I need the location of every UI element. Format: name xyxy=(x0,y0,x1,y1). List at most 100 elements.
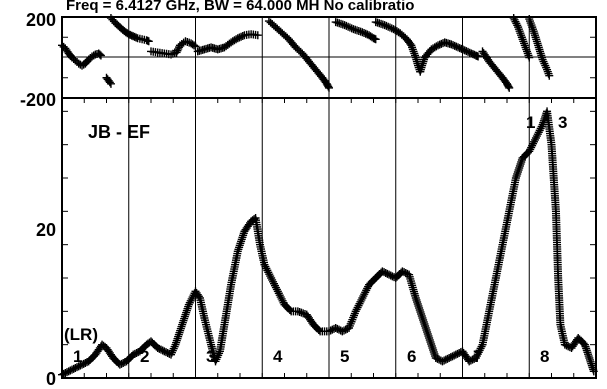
amplitude-point xyxy=(272,285,281,294)
amplitude-point xyxy=(184,300,193,309)
phase-point xyxy=(545,71,554,80)
phase-series xyxy=(58,14,554,92)
amplitude-point xyxy=(528,141,537,150)
amplitude-point xyxy=(265,270,274,279)
phase-point xyxy=(342,21,351,30)
phase-point xyxy=(253,31,262,40)
amplitude-point xyxy=(361,288,370,297)
amplitude-point xyxy=(530,137,539,146)
amplitude-y-tick-label-0: 0 xyxy=(46,369,56,389)
phase-point xyxy=(144,37,153,46)
phase-point xyxy=(105,78,114,87)
amplitude-point xyxy=(275,291,284,300)
amplitude-point xyxy=(533,130,542,139)
amplitude-point xyxy=(473,350,482,359)
phase-point xyxy=(504,82,513,91)
amplitude-panel: 0 20 JB - EF (LR) 1 2 3 4 5 6 7 8 1 3 xyxy=(36,97,598,389)
amplitude-point xyxy=(471,354,480,362)
phase-point xyxy=(509,14,518,23)
amplitude-point xyxy=(351,307,360,316)
phase-point xyxy=(510,15,519,24)
amplitude-point xyxy=(268,275,277,284)
phase-point xyxy=(525,53,534,62)
phase-point xyxy=(324,82,333,91)
channel-number-1: 1 xyxy=(73,347,82,366)
phase-point xyxy=(474,52,483,61)
amplitude-y-ticks xyxy=(61,98,597,378)
amplitude-point xyxy=(356,297,365,306)
amplitude-dividers xyxy=(128,98,530,378)
phase-point xyxy=(511,17,520,26)
phase-point xyxy=(191,42,200,51)
amplitude-point xyxy=(358,294,367,302)
amplitude-point xyxy=(355,299,364,308)
phase-point xyxy=(96,51,105,60)
amplitude-point xyxy=(472,352,481,361)
amplitude-point xyxy=(314,326,323,334)
channel-number-5: 5 xyxy=(340,347,349,366)
amplitude-point xyxy=(531,134,540,142)
amplitude-point xyxy=(273,287,282,296)
baseline-label: JB - EF xyxy=(88,122,150,142)
phase-point xyxy=(325,83,333,92)
phase-point xyxy=(106,79,115,88)
phase-point xyxy=(344,22,353,31)
amplitude-point xyxy=(475,346,484,355)
amplitude-point xyxy=(186,296,195,305)
amplitude-point xyxy=(277,294,286,303)
phase-point xyxy=(238,31,247,40)
amplitude-point xyxy=(270,279,279,288)
phase-point xyxy=(172,48,181,57)
amplitude-point xyxy=(276,293,285,302)
amplitude-point xyxy=(474,348,483,357)
phase-point xyxy=(380,21,389,30)
amplitude-point xyxy=(527,143,536,152)
phase-point xyxy=(505,83,514,92)
amplitude-point xyxy=(266,272,275,281)
amplitude-point xyxy=(263,266,272,275)
phase-y-ticks xyxy=(62,36,596,79)
amplitude-y-tick-label-20: 20 xyxy=(36,220,56,240)
amplitude-point xyxy=(359,292,368,301)
amplitude-point xyxy=(264,268,273,277)
amplitude-point xyxy=(534,128,543,137)
inner-channel-number-1: 1 xyxy=(526,113,535,132)
phase-point xyxy=(95,50,104,59)
amplitude-point xyxy=(530,135,539,144)
channel-number-2: 2 xyxy=(140,347,149,366)
amplitude-point xyxy=(187,294,196,303)
amplitude-point xyxy=(477,342,486,351)
channel-number-6: 6 xyxy=(407,347,416,366)
amplitude-point xyxy=(267,274,276,282)
amplitude-point xyxy=(352,305,361,314)
phase-point xyxy=(340,21,349,30)
phase-point xyxy=(371,35,380,44)
phase-point xyxy=(385,23,394,32)
amplitude-point xyxy=(363,284,372,293)
phase-y-tick-label-top: 200 xyxy=(26,10,56,30)
amplitude-point xyxy=(536,124,545,133)
amplitude-point xyxy=(357,295,366,304)
amplitude-point xyxy=(262,264,271,273)
phase-point xyxy=(345,23,354,32)
amplitude-point xyxy=(260,260,269,269)
amplitude-point xyxy=(525,147,534,156)
amplitude-point xyxy=(529,139,538,148)
amplitude-point xyxy=(362,286,371,295)
amplitude-point xyxy=(188,293,197,302)
inner-channel-number-3: 3 xyxy=(558,113,567,132)
amplitude-point xyxy=(278,296,287,305)
phase-point xyxy=(406,39,415,48)
amplitude-point xyxy=(353,303,362,312)
phase-point xyxy=(174,44,183,53)
phase-y-tick-label-bottom: -200 xyxy=(20,90,56,110)
amplitude-point xyxy=(185,298,194,307)
amplitude-point xyxy=(270,281,279,290)
amplitude-point xyxy=(194,292,203,301)
channel-number-8: 8 xyxy=(540,347,549,366)
phase-point xyxy=(190,41,199,50)
phase-point xyxy=(512,19,521,28)
phase-point xyxy=(384,22,393,31)
phase-point xyxy=(387,24,396,33)
